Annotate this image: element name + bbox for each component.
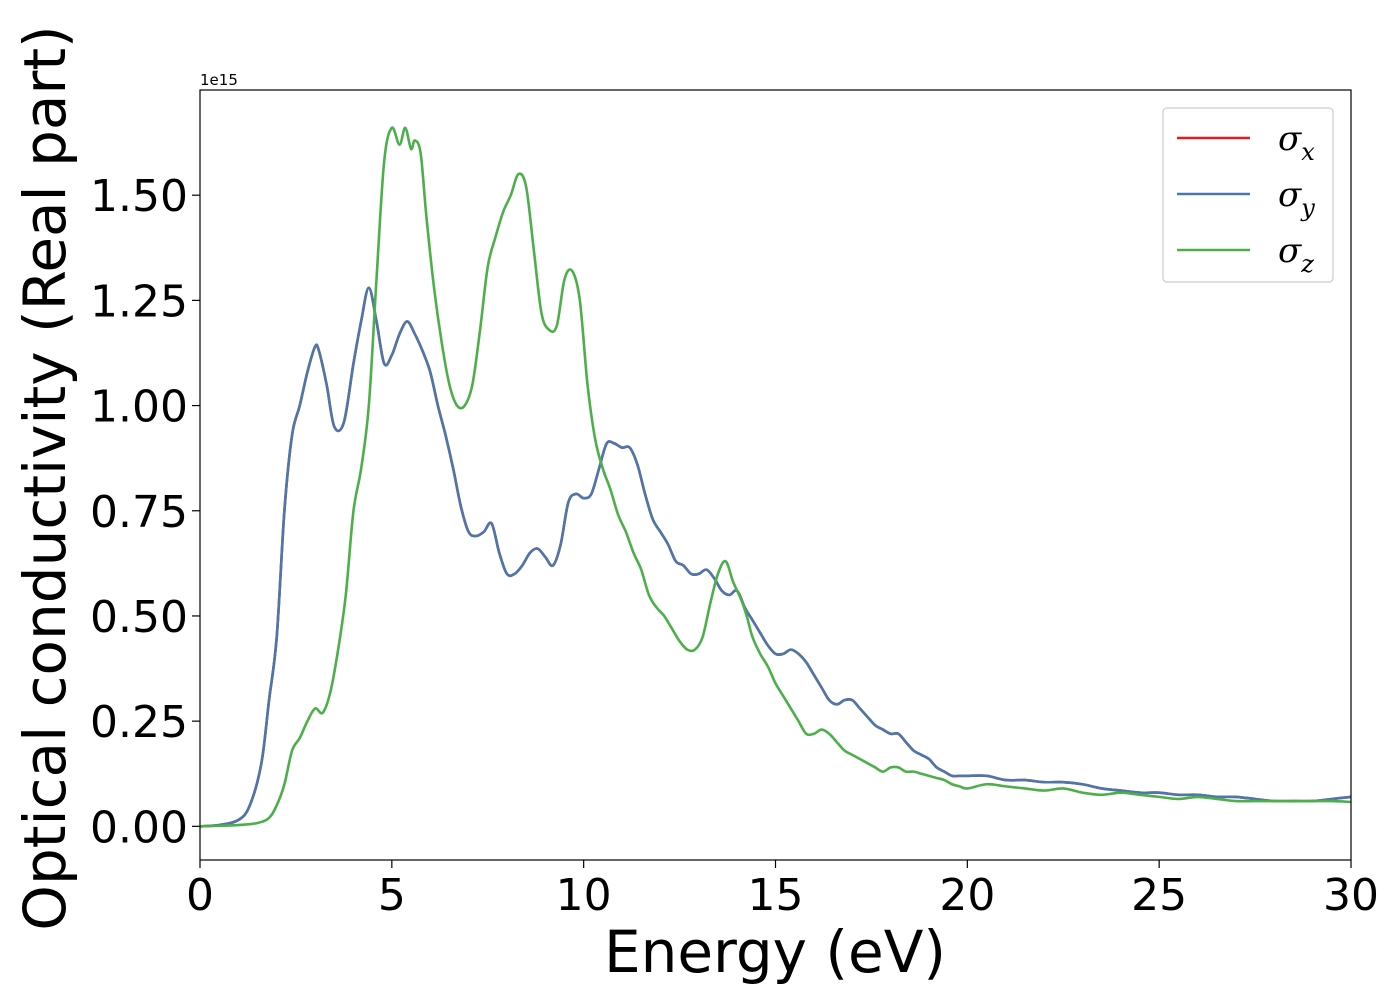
y-tick-label: 1.50 — [90, 171, 188, 222]
x-tick-label: 15 — [748, 870, 804, 921]
legend: σx σy σz — [1162, 107, 1334, 283]
y-tick-label: 0.50 — [90, 592, 188, 643]
y-tick-label: 1.00 — [90, 382, 188, 433]
y-tick-label: 0.75 — [90, 487, 188, 538]
legend-entry-y: σy — [1278, 175, 1315, 222]
x-tick-label: 5 — [378, 870, 406, 921]
x-tick-label: 25 — [1131, 870, 1187, 921]
x-tick-label: 0 — [186, 870, 214, 921]
legend-entry-x: σx — [1278, 119, 1315, 166]
plot-background — [200, 90, 1351, 860]
series-line-z — [200, 126, 1351, 828]
y-axis-ticks: 0.00 0.25 0.50 0.75 1.00 1.25 1.50 — [90, 171, 200, 853]
y-axis-label: Optical conductivity (Real part) — [11, 25, 79, 930]
y-tick-label: 0.00 — [90, 802, 188, 853]
y-tick-label: 0.25 — [90, 697, 188, 748]
x-tick-label: 20 — [939, 870, 995, 921]
legend-entry-z: σz — [1278, 231, 1314, 278]
series-layer — [200, 126, 1351, 828]
x-tick-label: 10 — [556, 870, 612, 921]
x-axis-label: Energy (eV) — [604, 918, 946, 986]
y-offset-label: 1e15 — [200, 71, 238, 89]
x-axis-ticks: 0 5 10 15 20 25 30 — [186, 860, 1379, 921]
series-line-y — [200, 286, 1351, 828]
y-tick-label: 1.25 — [90, 276, 188, 327]
x-tick-label: 30 — [1323, 870, 1379, 921]
